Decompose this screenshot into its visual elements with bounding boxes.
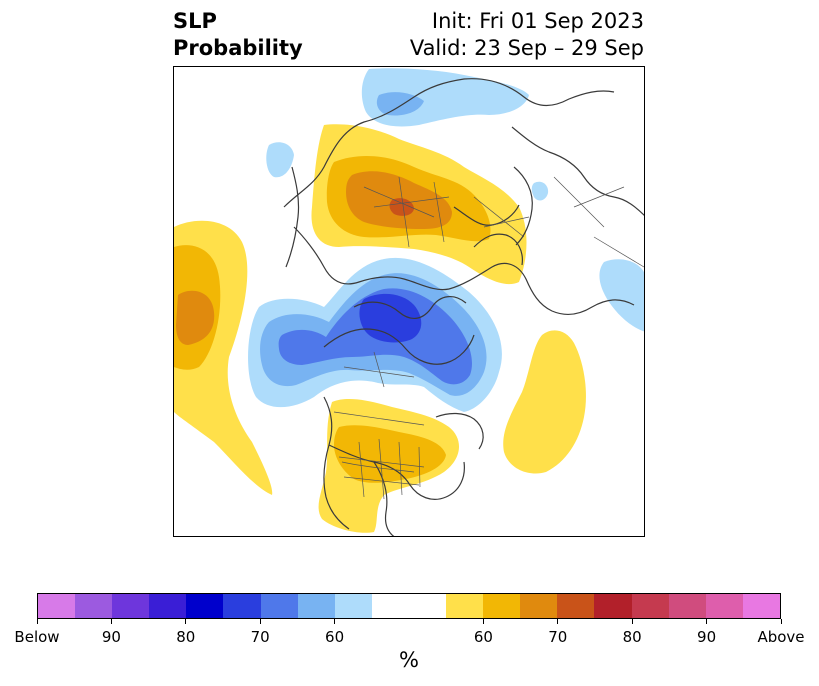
colorbar-segment [112, 594, 150, 618]
map-title: SLP Probability [173, 8, 303, 62]
political-boundaries [333, 176, 644, 500]
colorbar [37, 593, 781, 619]
colorbar-segment [668, 594, 706, 618]
colorbar-tick-label: 80 [176, 628, 196, 646]
colorbar-tickmark [482, 619, 484, 624]
colorbar-tick-label: Below [14, 628, 60, 646]
map-dates: Init: Fri 01 Sep 2023 Valid: 23 Sep – 29… [410, 8, 644, 62]
colorbar-segment [149, 594, 187, 618]
anomaly-above-namerica-orange [334, 425, 446, 483]
colorbar-tick-label: 60 [473, 628, 493, 646]
colorbar-tickmark [780, 619, 782, 624]
colorbar-tickmark [334, 619, 336, 624]
colorbar-segment [557, 594, 595, 618]
colorbar-tick-label: 90 [697, 628, 717, 646]
colorbar-tick-label: 70 [548, 628, 568, 646]
colorbar-segment [742, 594, 780, 618]
colorbar-segment [223, 594, 261, 618]
colorbar-segment [334, 594, 372, 618]
anomaly-above-atlantic-yellow [503, 330, 586, 474]
colorbar-tickmark [557, 619, 559, 624]
colorbar-tickmark [185, 619, 187, 624]
colorbar-segment [371, 594, 447, 618]
colorbar-tick-label: 70 [250, 628, 270, 646]
colorbar-segment [483, 594, 521, 618]
colorbar-tick-label: 60 [325, 628, 345, 646]
colorbar-segment [446, 594, 484, 618]
colorbar-segment [631, 594, 669, 618]
title-variable: SLP [173, 9, 217, 33]
valid-range: Valid: 23 Sep – 29 Sep [409, 36, 644, 60]
colorbar-segment [75, 594, 113, 618]
probability-map [174, 68, 644, 536]
colorbar-segment [260, 594, 298, 618]
colorbar-segment [520, 594, 558, 618]
colorbar-tick-label: 90 [101, 628, 121, 646]
anomaly-above-left-darkorange [176, 290, 215, 345]
colorbar-tickmark [259, 619, 261, 624]
colorbar-unit-label: % [399, 648, 419, 672]
init-date: Init: Fri 01 Sep 2023 [431, 9, 644, 33]
colorbar-segment [594, 594, 632, 618]
colorbar-tick-label: 80 [622, 628, 642, 646]
colorbar-tickmark [110, 619, 112, 624]
colorbar-tickmark [706, 619, 708, 624]
colorbar-segment [705, 594, 743, 618]
coastlines [283, 78, 644, 536]
colorbar-segment [186, 594, 224, 618]
anomaly-below-east-small [531, 181, 549, 201]
colorbar-segment [297, 594, 335, 618]
colorbar-segment [38, 594, 76, 618]
title-quantity: Probability [173, 36, 303, 60]
colorbar-tickmark [36, 619, 38, 624]
map-panel [173, 66, 645, 537]
colorbar-tickmark [631, 619, 633, 624]
colorbar-tick-label: Above [757, 628, 805, 646]
anomaly-below-northwest-light [266, 142, 294, 178]
anomaly-below-east-light [599, 259, 644, 332]
